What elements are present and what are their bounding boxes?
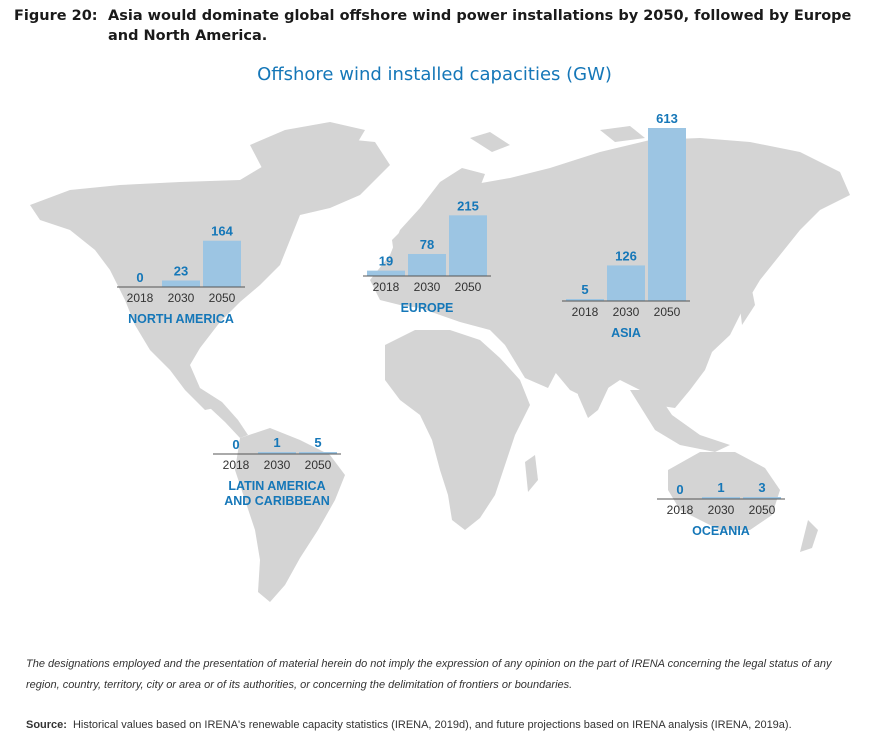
value-label-oceania-2030: 1 [717, 480, 724, 495]
year-label-oceania-2050: 2050 [749, 503, 776, 517]
value-label-asia-2030: 126 [615, 248, 637, 263]
bar-latin-america-and-caribbean-2050 [299, 452, 337, 454]
bar-oceania-2050 [743, 497, 781, 499]
bar-asia-2050 [648, 128, 686, 301]
new-zealand-landmass [800, 520, 818, 552]
region-group-asia: 5 2018 126 2030 613 2050 ASIA [562, 111, 690, 340]
bar-asia-2018 [566, 299, 604, 301]
value-label-north-america-2030: 23 [174, 264, 188, 279]
bar-oceania-2030 [702, 497, 740, 499]
greenland-landmass [250, 122, 365, 185]
region-label-north-america: NORTH AMERICA [128, 312, 234, 326]
bar-europe-2018 [367, 270, 405, 276]
year-label-asia-2050: 2050 [654, 305, 681, 319]
year-label-north-america-2050: 2050 [209, 291, 236, 305]
year-label-asia-2030: 2030 [613, 305, 640, 319]
value-label-oceania-2018: 0 [676, 482, 683, 497]
bar-north-america-2030 [162, 280, 200, 287]
value-label-latin-america-and-caribbean-2030: 1 [273, 435, 280, 450]
region-group-north-america: 0 2018 23 2030 164 2050 NORTH AMERICA [117, 224, 245, 326]
bar-europe-2050 [449, 215, 487, 276]
region-label-europe: EUROPE [401, 301, 454, 315]
chart-title: Offshore wind installed capacities (GW) [257, 64, 612, 85]
south-america-landmass [235, 428, 345, 602]
region-label-latin-america-and-caribbean: LATIN AMERICA [228, 479, 325, 493]
year-label-europe-2050: 2050 [455, 280, 482, 294]
source-note: Source: Historical values based on IRENA'… [26, 719, 866, 731]
bar-latin-america-and-caribbean-2030 [258, 452, 296, 454]
africa-landmass [385, 330, 530, 530]
madagascar-landmass [525, 455, 538, 492]
value-label-oceania-2050: 3 [758, 480, 765, 495]
figure-caption: Figure 20: Asia would dominate global of… [14, 6, 854, 46]
bar-europe-2030 [408, 253, 446, 276]
region-group-oceania: 0 2018 1 2030 3 2050 OCEANIA [657, 480, 785, 538]
figure-label: Figure 20: [14, 8, 98, 24]
value-label-latin-america-and-caribbean-2018: 0 [232, 437, 239, 452]
uk-landmass [392, 230, 410, 262]
figure-caption-text: Asia would dominate global offshore wind… [108, 8, 852, 44]
world-map-chart: 0 2018 23 2030 164 2050 NORTH AMERICA 19 2018 78 2… [30, 111, 850, 602]
year-label-latin-america-and-caribbean-2018: 2018 [223, 458, 250, 472]
value-label-north-america-2018: 0 [136, 270, 143, 285]
year-label-north-america-2030: 2030 [168, 291, 195, 305]
year-label-europe-2030: 2030 [414, 280, 441, 294]
central-america-landmass [200, 388, 248, 438]
year-label-north-america-2018: 2018 [127, 291, 154, 305]
source-label: Source: [26, 719, 67, 731]
value-label-europe-2018: 19 [379, 254, 393, 269]
year-label-oceania-2018: 2018 [667, 503, 694, 517]
value-label-latin-america-and-caribbean-2050: 5 [314, 435, 321, 450]
source-text: Historical values based on IRENA's renew… [72, 719, 792, 731]
value-label-asia-2018: 5 [581, 282, 588, 297]
year-label-europe-2018: 2018 [373, 280, 400, 294]
disclaimer-text: The designations employed and the presen… [26, 658, 832, 691]
value-label-north-america-2050: 164 [211, 224, 233, 239]
australia-landmass [668, 452, 780, 530]
arctic-islands [470, 126, 645, 152]
japan-landmass [738, 280, 755, 325]
southeast-asia-landmass [630, 390, 730, 452]
region-label-oceania: OCEANIA [692, 524, 750, 538]
region-label-asia: ASIA [611, 326, 641, 340]
bar-north-america-2050 [203, 240, 241, 287]
scandinavia-landmass [420, 168, 485, 235]
year-label-latin-america-and-caribbean-2030: 2030 [264, 458, 291, 472]
value-label-europe-2050: 215 [457, 198, 479, 213]
year-label-latin-america-and-caribbean-2050: 2050 [305, 458, 332, 472]
region-label-latin-america-and-caribbean: AND CARIBBEAN [224, 494, 330, 508]
india-landmass [575, 360, 612, 418]
value-label-asia-2050: 613 [656, 111, 678, 126]
value-label-europe-2030: 78 [420, 237, 434, 252]
bar-asia-2030 [607, 265, 645, 301]
year-label-oceania-2030: 2030 [708, 503, 735, 517]
bars-layer: 0 2018 23 2030 164 2050 NORTH AMERICA 19 2018 78 2… [117, 111, 785, 538]
year-label-asia-2018: 2018 [572, 305, 599, 319]
arabia-landmass [505, 340, 560, 388]
